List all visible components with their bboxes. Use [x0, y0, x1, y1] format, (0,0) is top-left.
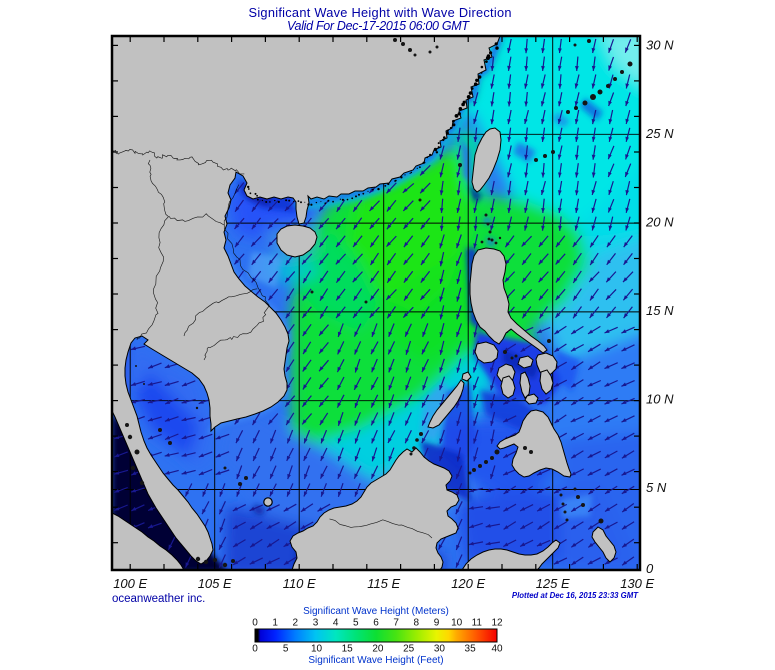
svg-text:25: 25	[403, 644, 415, 655]
svg-text:1: 1	[272, 618, 278, 629]
svg-text:30: 30	[434, 644, 446, 655]
svg-text:6: 6	[373, 618, 379, 629]
svg-text:Significant Wave Height (Feet): Significant Wave Height (Feet)	[308, 655, 443, 665]
svg-text:0: 0	[646, 561, 654, 576]
svg-text:12: 12	[491, 618, 503, 629]
svg-text:25 N: 25 N	[645, 126, 674, 141]
svg-text:15 N: 15 N	[646, 303, 674, 318]
svg-text:9: 9	[434, 618, 440, 629]
svg-text:105 E: 105 E	[198, 576, 232, 591]
svg-text:3: 3	[313, 618, 319, 629]
svg-text:8: 8	[414, 618, 420, 629]
svg-text:4: 4	[333, 618, 339, 629]
svg-text:20 N: 20 N	[645, 215, 674, 230]
svg-text:11: 11	[472, 618, 483, 629]
svg-text:20: 20	[372, 644, 384, 655]
svg-text:120 E: 120 E	[451, 576, 485, 591]
svg-text:100 E: 100 E	[113, 576, 147, 591]
svg-text:125 E: 125 E	[536, 576, 570, 591]
svg-text:110 E: 110 E	[283, 576, 316, 591]
svg-text:Plotted at Dec 16, 2015 23:33: Plotted at Dec 16, 2015 23:33 GMT	[512, 591, 639, 600]
svg-text:15: 15	[342, 644, 354, 655]
svg-text:10: 10	[311, 644, 323, 655]
svg-text:7: 7	[393, 618, 399, 629]
svg-text:30 N: 30 N	[646, 38, 674, 53]
svg-text:10 N: 10 N	[646, 392, 674, 407]
svg-text:130 E: 130 E	[620, 576, 654, 591]
svg-text:Significant Wave Height (Meter: Significant Wave Height (Meters)	[303, 606, 449, 617]
svg-text:2: 2	[293, 618, 299, 629]
svg-text:0: 0	[252, 618, 258, 629]
svg-text:oceanweather inc.: oceanweather inc.	[112, 593, 205, 605]
svg-text:5: 5	[353, 618, 359, 629]
svg-text:10: 10	[451, 618, 463, 629]
svg-text:115 E: 115 E	[367, 576, 400, 591]
svg-text:Valid For Dec-17-2015 06:00 GM: Valid For Dec-17-2015 06:00 GMT	[287, 19, 470, 33]
svg-text:0: 0	[252, 644, 258, 655]
svg-text:40: 40	[491, 644, 503, 655]
svg-text:5: 5	[283, 644, 289, 655]
svg-text:5 N: 5 N	[646, 480, 667, 495]
svg-text:Significant Wave Height with W: Significant Wave Height with Wave Direct…	[249, 5, 512, 20]
svg-text:35: 35	[465, 644, 477, 655]
